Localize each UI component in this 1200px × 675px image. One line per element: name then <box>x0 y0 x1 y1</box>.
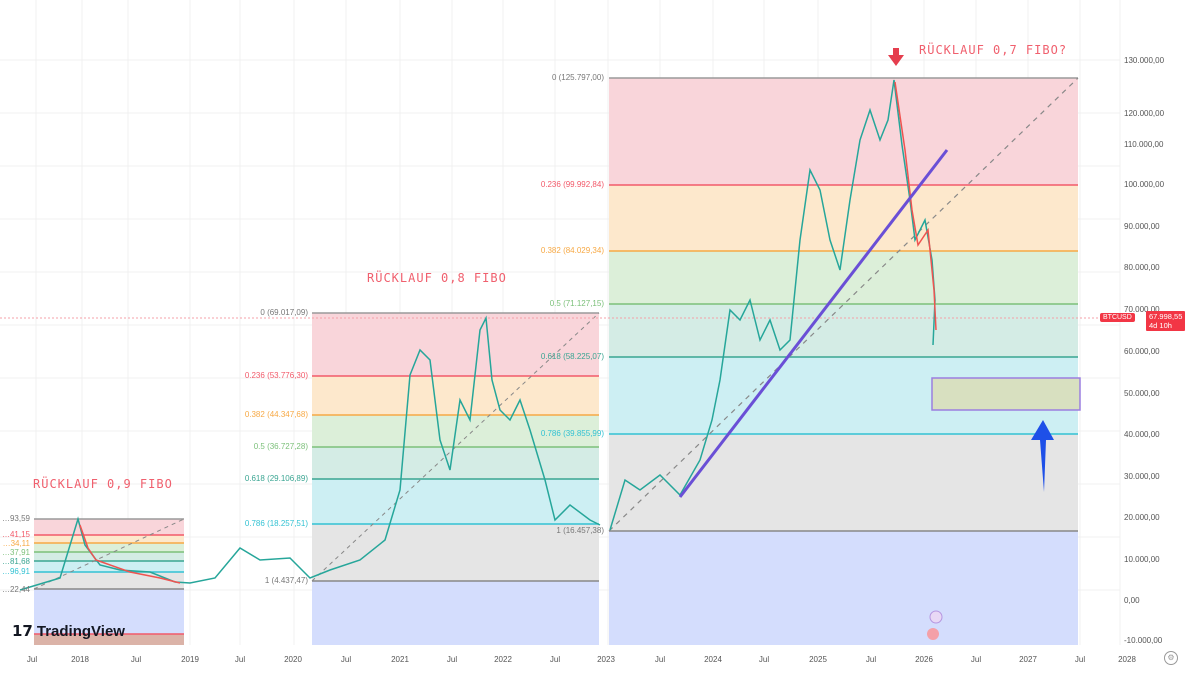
fib-label: 0 (69.017,09) <box>260 308 308 317</box>
fib-retracement-2025[interactable] <box>608 77 1079 645</box>
fib-label: 1 (4.437,47) <box>264 576 308 585</box>
y-tick: 30.000,00 <box>1124 472 1160 481</box>
x-tick: 2028 <box>1118 655 1136 664</box>
current-price-tag: 67.998,55 4d 10h <box>1146 311 1186 331</box>
fib-label: …93,59 <box>1 514 30 523</box>
x-tick: 2021 <box>391 655 409 664</box>
y-tick: 10.000,00 <box>1124 555 1160 564</box>
x-tick: Jul <box>234 655 246 664</box>
y-tick: 90.000,00 <box>1124 222 1160 231</box>
x-tick: 2023 <box>597 655 615 664</box>
x-tick: Jul <box>758 655 770 664</box>
x-tick: 2022 <box>494 655 512 664</box>
price-series <box>19 79 937 591</box>
fib-label: 0.5 (71.127,15) <box>549 299 604 308</box>
x-tick: Jul <box>654 655 666 664</box>
x-tick: Jul <box>1074 655 1086 664</box>
x-tick: Jul <box>865 655 877 664</box>
x-tick: 2024 <box>704 655 722 664</box>
trend-line[interactable] <box>678 149 949 498</box>
y-tick: 50.000,00 <box>1124 389 1160 398</box>
x-tick: Jul <box>970 655 982 664</box>
y-tick: 100.000,00 <box>1124 180 1165 189</box>
annotation-fibo-07: RÜCKLAUF 0,7 FIBO? <box>919 43 1068 57</box>
fib-label: 0.5 (36.727,28) <box>253 442 308 451</box>
x-tick: Jul <box>26 655 38 664</box>
fib-label: 0.618 (58.225,07) <box>540 352 604 361</box>
up-arrow-icon <box>1031 420 1054 492</box>
annotation-fibo-09: RÜCKLAUF 0,9 FIBO <box>33 477 173 491</box>
y-tick: 80.000,00 <box>1124 263 1160 272</box>
y-tick: 70.000,00 <box>1124 305 1160 314</box>
flag-icon[interactable] <box>927 628 939 640</box>
gear-icon[interactable]: ⚙ <box>1164 651 1178 665</box>
x-tick: 2020 <box>284 655 302 664</box>
x-tick: Jul <box>446 655 458 664</box>
fib-label: …37,91 <box>1 548 30 557</box>
fib-label: 0.786 (39.855,99) <box>540 429 604 438</box>
symbol-tag: BTCUSD <box>1100 313 1135 322</box>
event-icon[interactable] <box>929 610 943 624</box>
tradingview-logo[interactable]: 17 TradingView <box>12 622 125 640</box>
fib-label: 0.382 (44.347,68) <box>244 410 308 419</box>
x-tick: 2018 <box>71 655 89 664</box>
fib-label: 0.618 (29.106,89) <box>244 474 308 483</box>
x-tick: Jul <box>130 655 142 664</box>
fib-label: …96,91 <box>1 567 30 576</box>
x-tick: 2025 <box>809 655 827 664</box>
x-tick: 2019 <box>181 655 199 664</box>
fib-label: …81,68 <box>1 557 30 566</box>
y-tick: 0,00 <box>1124 596 1140 605</box>
y-tick: 20.000,00 <box>1124 513 1160 522</box>
y-tick: 110.000,00 <box>1124 140 1164 149</box>
fib-label: …22,44 <box>1 585 30 594</box>
fib-label: …41,15 <box>1 530 30 539</box>
fib-label: 0.382 (84.029,34) <box>540 246 604 255</box>
annotation-fibo-08: RÜCKLAUF 0,8 FIBO <box>367 271 507 285</box>
fib-label: 1 (16.457,38) <box>556 526 604 535</box>
x-tick: 2026 <box>915 655 933 664</box>
fib-retracement-2021[interactable] <box>311 312 600 645</box>
x-tick: Jul <box>340 655 352 664</box>
y-tick: -10.000,00 <box>1124 636 1163 645</box>
fib-label: 0.236 (99.992,84) <box>540 180 604 189</box>
y-tick: 60.000,00 <box>1124 347 1160 356</box>
logo-text: TradingView <box>36 623 125 640</box>
fib-label: 0.786 (18.257,51) <box>244 519 308 528</box>
x-tick: Jul <box>549 655 561 664</box>
y-tick: 40.000,00 <box>1124 430 1160 439</box>
fib-label: 0 (125.797,00) <box>551 73 604 82</box>
logo-mark-icon: 17 <box>12 622 33 640</box>
y-tick: 120.000,00 <box>1124 109 1165 118</box>
fib-label: …34,11 <box>2 539 30 548</box>
fib-label: 0.236 (53.776,30) <box>244 371 308 380</box>
down-arrow-icon <box>888 48 904 66</box>
y-tick: 130.000,00 <box>1124 56 1165 65</box>
x-tick: 2027 <box>1019 655 1037 664</box>
target-zone-box[interactable] <box>931 377 1081 411</box>
